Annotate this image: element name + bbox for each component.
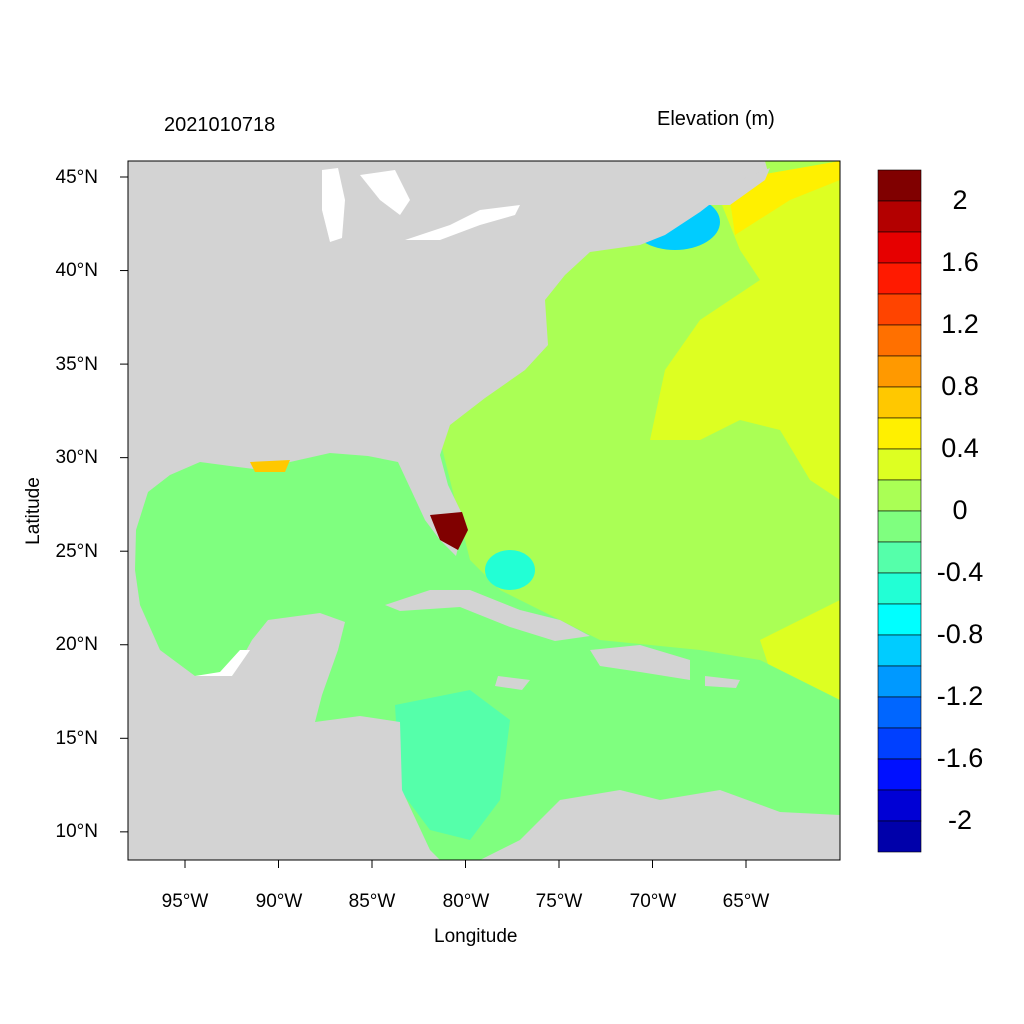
colorbar-bin [877, 417, 922, 450]
jamaica [495, 676, 530, 690]
colorbar-bin [877, 231, 922, 264]
lake-michigan [322, 168, 345, 242]
colorbar-bin [877, 758, 922, 791]
x-tick-label: 95°W [161, 891, 209, 912]
colorbar-bin [877, 727, 922, 760]
y-tick-label: 40°N [55, 260, 98, 281]
colorbar-bin [877, 324, 922, 357]
colorbar-label: 2 [952, 185, 968, 215]
y-tick-label: 45°N [55, 167, 98, 188]
y-tick-label: 20°N [55, 634, 98, 655]
cuba [385, 590, 590, 641]
timestamp-title: 2021010718 [164, 114, 276, 136]
colorbar-bin [877, 541, 922, 574]
atlantic-yellow-region [650, 161, 840, 500]
colorbar-bin [877, 572, 922, 605]
colorbar-bin [877, 634, 922, 667]
colorbar-label: -0.4 [936, 557, 984, 587]
axis-ticks [120, 176, 747, 868]
colorbar-label: 0.8 [941, 371, 979, 401]
colorbar-label: 0.4 [941, 433, 979, 463]
colorbar-bin [877, 665, 922, 698]
x-tick-label: 65°W [722, 891, 770, 912]
x-tick-label: 75°W [535, 891, 583, 912]
western-caribbean-teal [395, 690, 510, 840]
colorbar-bin [877, 820, 922, 853]
bahamas-bank [485, 550, 535, 590]
nova-scotia [705, 168, 770, 205]
land-north-america [128, 161, 768, 860]
colorbar-label: -1.6 [936, 743, 984, 773]
colorbar-bin [877, 448, 922, 481]
colorbar-bin [877, 603, 922, 636]
colorbar-bin [877, 293, 922, 326]
colorbar-label: -0.8 [936, 619, 984, 649]
louisiana-coast-orange [250, 460, 290, 472]
colorbar-bin [877, 262, 922, 295]
colorbar [877, 169, 922, 853]
x-tick-label: 90°W [255, 891, 303, 912]
colorbar-bin [877, 386, 922, 419]
lake-erie-ontario [405, 205, 520, 240]
colorbar-label: -1.2 [936, 681, 984, 711]
puerto-rico [705, 676, 740, 688]
plot-frame [127, 160, 841, 861]
x-tick-label: 85°W [348, 891, 396, 912]
hispaniola [590, 645, 690, 680]
colorbar-bin [877, 355, 922, 388]
colorbar-bin [877, 200, 922, 233]
colorbar-bin [877, 479, 922, 512]
colorbar-bin [877, 169, 922, 202]
colorbar-label: 1.2 [941, 309, 979, 339]
south-america [480, 790, 840, 860]
x-tick-label: 80°W [442, 891, 490, 912]
y-tick-label: 30°N [55, 447, 98, 468]
y-tick-label: 25°N [55, 541, 98, 562]
lake-huron [360, 170, 410, 215]
x-tick-label: 70°W [629, 891, 677, 912]
y-tick-label: 35°N [55, 354, 98, 375]
colorbar-bin [877, 789, 922, 822]
mexico-pacific-white [195, 650, 250, 676]
florida-surge-red [430, 512, 468, 550]
y-axis-label: Latitude [22, 477, 44, 545]
x-axis-label: Longitude [434, 926, 518, 947]
colorbar-label: 1.6 [941, 247, 979, 277]
colorbar-bin [877, 696, 922, 729]
colorbar-bin [877, 510, 922, 543]
y-tick-label: 15°N [55, 728, 98, 749]
colorbar-label: 0 [952, 495, 968, 525]
y-tick-label: 10°N [55, 821, 98, 842]
variable-title: Elevation (m) [657, 108, 775, 130]
colorbar-label: -2 [947, 805, 972, 835]
